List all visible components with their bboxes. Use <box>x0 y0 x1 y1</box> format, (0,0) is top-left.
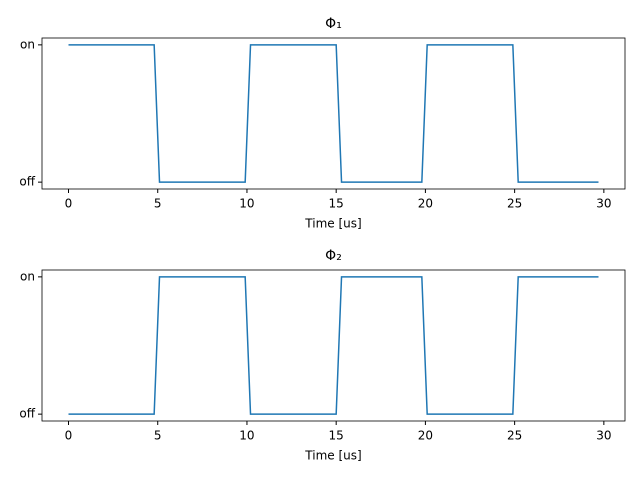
x-axis-label: Time [us] <box>304 217 361 231</box>
x-tick-label: 25 <box>507 197 522 211</box>
x-tick-label: 5 <box>154 197 162 211</box>
chart-title: Φ₂ <box>325 248 342 264</box>
x-tick-label: 0 <box>65 429 73 443</box>
plot-frame <box>41 37 626 190</box>
chart-title: Φ₁ <box>325 16 342 32</box>
line-series <box>68 44 599 183</box>
x-tick-label: 10 <box>239 429 254 443</box>
x-tick-label: 25 <box>507 429 522 443</box>
x-tick-label: 5 <box>154 429 162 443</box>
x-tick-label: 20 <box>418 197 433 211</box>
y-tick-label: off <box>19 175 35 189</box>
x-tick-label: 10 <box>239 197 254 211</box>
y-tick-label: on <box>20 37 35 51</box>
x-tick-label: 0 <box>65 197 73 211</box>
x-tick-label: 20 <box>418 429 433 443</box>
plot-frame <box>41 269 626 422</box>
x-tick-label: 15 <box>329 197 344 211</box>
x-axis-label: Time [us] <box>304 449 361 463</box>
x-tick-label: 15 <box>329 429 344 443</box>
line-series <box>68 276 599 415</box>
y-tick-label: on <box>20 269 35 283</box>
x-tick-label: 30 <box>596 197 611 211</box>
x-tick-label: 30 <box>596 429 611 443</box>
y-tick-label: off <box>19 407 35 421</box>
